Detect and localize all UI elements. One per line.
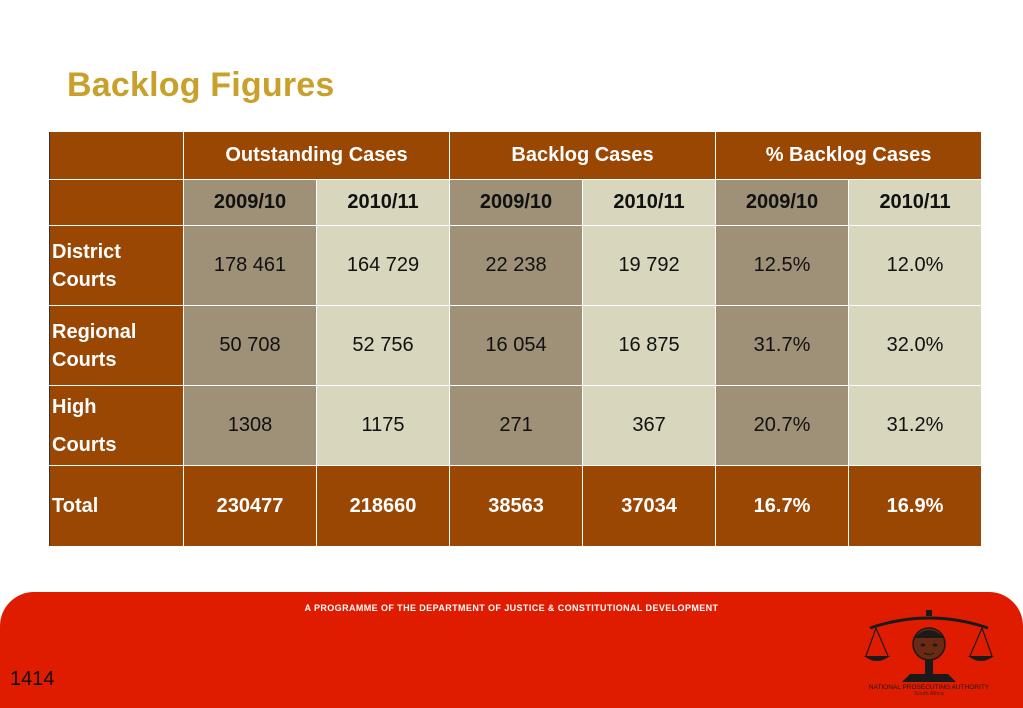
table-cell: 271 (449, 385, 584, 466)
table-cell: 164 729 (315, 225, 451, 306)
table-row: District Courts 178 461 164 729 22 238 1… (49, 225, 983, 306)
page-number: 1414 (10, 668, 55, 690)
group-header-backlog: Backlog Cases (449, 131, 717, 180)
row-label-line: Courts (52, 268, 117, 291)
table-cell: 19 792 (582, 225, 717, 306)
total-row: Total 230477 218660 38563 37034 16.7% 16… (49, 465, 983, 547)
table-cell: 31.2% (848, 385, 983, 466)
table-cell: 12.5% (715, 225, 850, 306)
row-label-line: Regional (52, 320, 137, 343)
row-label: High Courts (49, 385, 184, 466)
group-header-row: Outstanding Cases Backlog Cases % Backlo… (49, 131, 983, 180)
row-label-line: District (52, 240, 121, 263)
year-header-row: 2009/10 2010/11 2009/10 2010/11 2009/10 … (49, 179, 983, 226)
logo-title: NATIONAL PROSECUTING AUTHORITY (868, 684, 990, 691)
year-header: 2009/10 (183, 179, 317, 226)
total-cell: 16.7% (715, 465, 850, 547)
table-cell: 22 238 (449, 225, 584, 306)
row-label-line: Courts (52, 433, 117, 456)
row-label-line: High (52, 395, 97, 418)
group-header-outstanding: Outstanding Cases (182, 131, 451, 180)
table-cell: 1308 (183, 385, 317, 466)
row-label: Regional Courts (49, 305, 184, 386)
logo-caption: NATIONAL PROSECUTING AUTHORITY South Afr… (862, 684, 996, 698)
programme-text: A PROGRAMME OF THE DEPARTMENT OF JUSTICE… (304, 603, 719, 613)
table-cell: 16 875 (582, 305, 717, 386)
total-cell: 37034 (582, 465, 717, 547)
table-cell: 367 (582, 385, 717, 466)
row-label: District Courts (49, 225, 184, 306)
scales-of-justice-icon (864, 610, 994, 682)
group-header-percent: % Backlog Cases (715, 131, 983, 180)
year-header: 2009/10 (715, 179, 850, 226)
year-header: 2010/11 (848, 179, 983, 226)
corner-cell (49, 179, 184, 226)
backlog-table: Outstanding Cases Backlog Cases % Backlo… (49, 131, 983, 547)
table-cell: 178 461 (183, 225, 317, 306)
total-cell: 16.9% (848, 465, 983, 547)
logo-subtitle: South Africa (914, 691, 944, 697)
table-row: High Courts 1308 1175 271 367 20.7% 31.2… (49, 385, 983, 466)
table-cell: 12.0% (848, 225, 983, 306)
year-header: 2009/10 (449, 179, 584, 226)
table-cell: 16 054 (449, 305, 584, 386)
table-row: Regional Courts 50 708 52 756 16 054 16 … (49, 305, 983, 386)
table-cell: 31.7% (715, 305, 850, 386)
footer-band (0, 592, 1023, 708)
total-cell: 218660 (315, 465, 451, 547)
table-cell: 50 708 (183, 305, 317, 386)
year-header: 2010/11 (582, 179, 717, 226)
total-cell: 230477 (183, 465, 317, 547)
table-cell: 52 756 (315, 305, 451, 386)
table-cell: 20.7% (715, 385, 850, 466)
year-header: 2010/11 (315, 179, 451, 226)
row-label-line: Courts (52, 348, 117, 371)
table-cell: 1175 (315, 385, 451, 466)
table-cell: 32.0% (848, 305, 983, 386)
corner-cell (49, 131, 184, 180)
total-label: Total (49, 465, 184, 547)
total-cell: 38563 (449, 465, 584, 547)
page-title: Backlog Figures (67, 66, 335, 104)
